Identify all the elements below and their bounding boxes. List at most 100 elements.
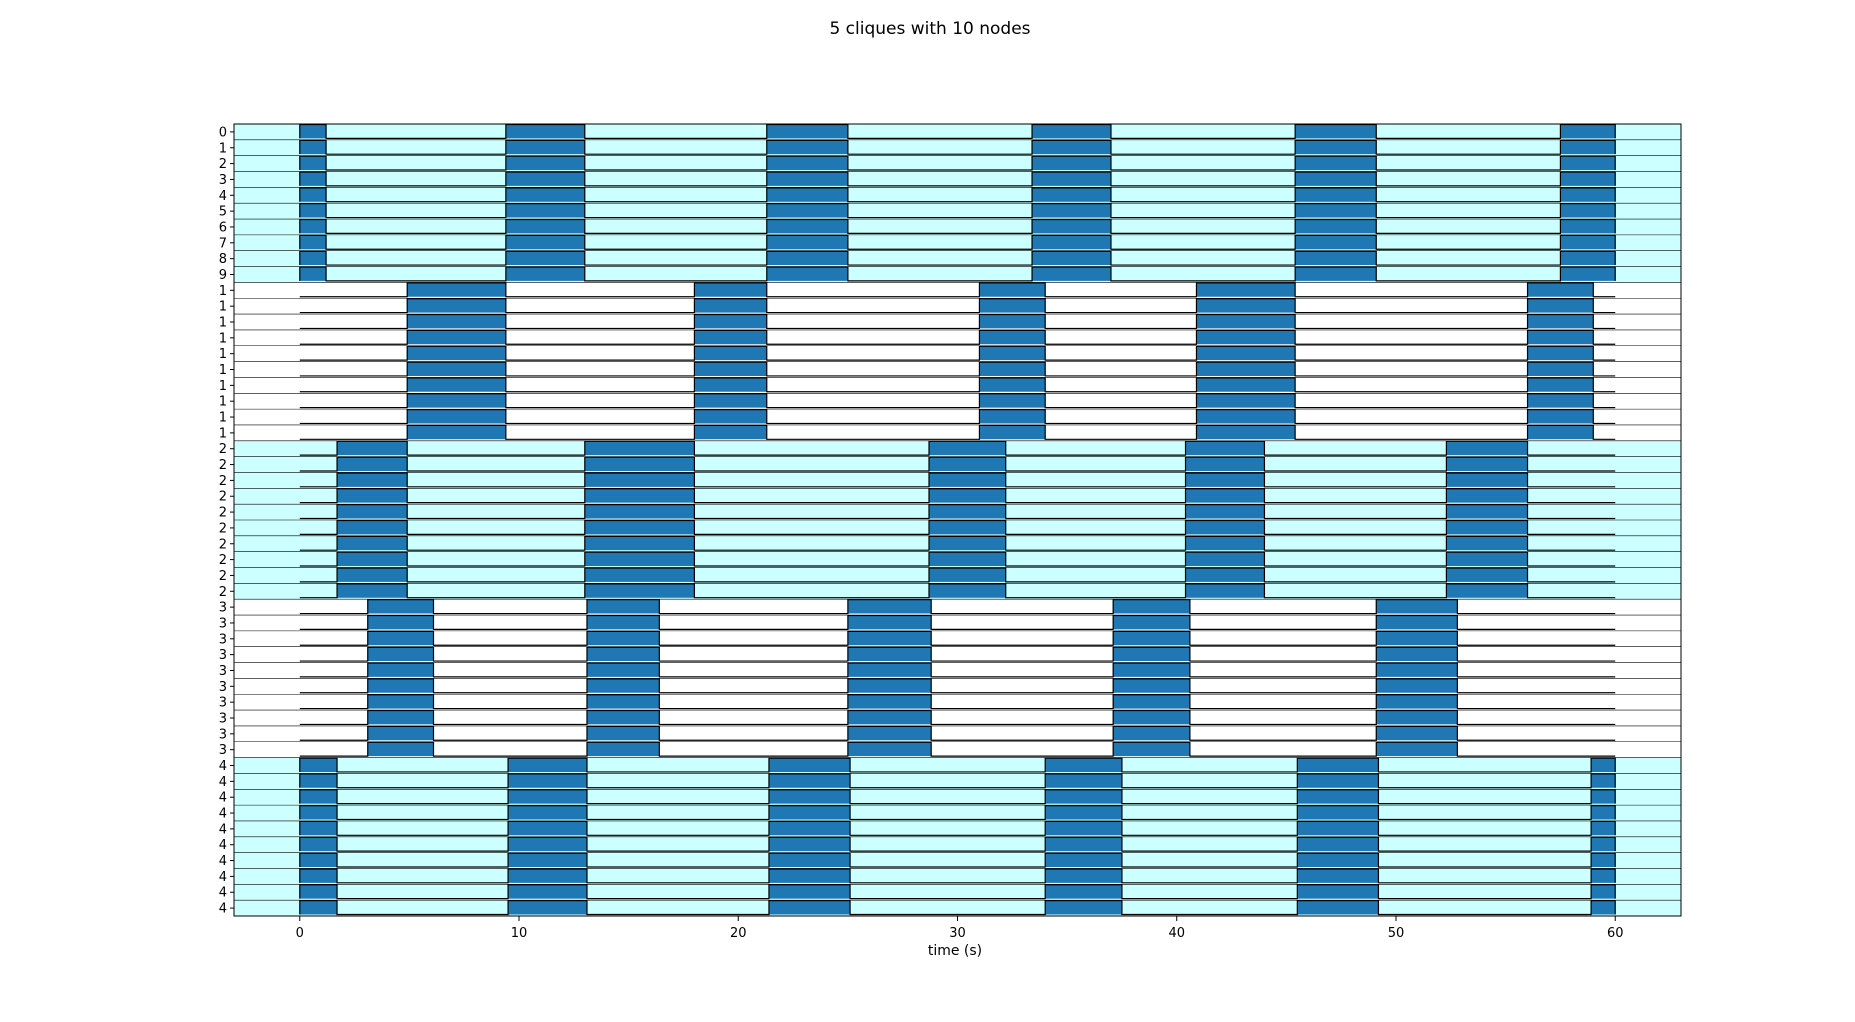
active-interval-1-7-1 xyxy=(694,393,767,408)
y-tick-label: 1 xyxy=(219,411,227,426)
node-trace-0-7 xyxy=(299,234,1616,250)
active-interval-2-2-4 xyxy=(1446,472,1528,487)
active-interval-2-4-4 xyxy=(1446,504,1528,519)
active-interval-4-4-0 xyxy=(299,821,338,836)
node-trace-1-7 xyxy=(299,393,1616,409)
node-trace-2-4 xyxy=(299,504,1616,520)
active-interval-4-6-2 xyxy=(768,853,851,867)
active-interval-2-1-4 xyxy=(1446,457,1528,471)
active-interval-4-5-5 xyxy=(1591,837,1616,852)
active-interval-3-1-1 xyxy=(586,615,660,630)
active-interval-4-3-5 xyxy=(1591,805,1616,820)
active-interval-4-4-2 xyxy=(768,821,851,836)
active-interval-1-6-3 xyxy=(1196,377,1296,392)
active-interval-2-3-4 xyxy=(1446,488,1528,503)
active-interval-0-7-5 xyxy=(1560,235,1616,250)
active-interval-2-4-2 xyxy=(928,504,1006,519)
active-interval-0-2-1 xyxy=(505,156,585,171)
active-interval-0-8-4 xyxy=(1295,251,1377,266)
active-interval-0-0-0 xyxy=(299,124,327,139)
y-tick-label: 0 xyxy=(219,125,227,140)
y-tick-label: 1 xyxy=(219,300,227,315)
y-tick-label: 2 xyxy=(219,569,227,584)
active-interval-0-4-2 xyxy=(766,187,848,202)
node-trace-1-6 xyxy=(299,377,1616,393)
active-interval-4-5-4 xyxy=(1297,837,1379,852)
active-interval-3-3-1 xyxy=(586,647,660,662)
active-interval-2-1-2 xyxy=(928,457,1006,471)
node-trace-0-1 xyxy=(299,139,1616,155)
active-interval-3-5-0 xyxy=(367,678,434,693)
active-interval-2-8-2 xyxy=(928,568,1006,582)
active-interval-3-9-4 xyxy=(1376,742,1458,757)
node-trace-2-5 xyxy=(299,519,1616,535)
y-tick-label: 2 xyxy=(219,585,227,600)
node-trace-3-5 xyxy=(299,678,1616,694)
node-trace-3-4 xyxy=(299,662,1616,678)
active-interval-0-2-5 xyxy=(1560,156,1616,171)
active-interval-4-4-5 xyxy=(1591,821,1616,836)
active-interval-1-4-1 xyxy=(694,346,767,361)
node-traces xyxy=(234,123,1681,917)
y-tick-label: 7 xyxy=(219,236,227,251)
active-interval-3-9-3 xyxy=(1113,742,1190,757)
node-trace-2-1 xyxy=(299,456,1616,472)
node-trace-0-4 xyxy=(299,187,1616,203)
active-interval-1-4-2 xyxy=(979,346,1046,361)
active-interval-0-4-1 xyxy=(505,187,585,202)
node-trace-0-5 xyxy=(299,203,1616,219)
active-interval-2-5-3 xyxy=(1185,520,1265,535)
node-trace-3-3 xyxy=(299,646,1616,662)
active-interval-0-6-5 xyxy=(1560,219,1616,234)
x-tick-label: 30 xyxy=(949,926,966,941)
active-interval-1-3-4 xyxy=(1527,330,1594,345)
active-interval-4-8-0 xyxy=(299,884,338,899)
active-interval-4-1-2 xyxy=(768,773,851,788)
active-interval-0-5-0 xyxy=(299,203,327,218)
active-interval-0-5-5 xyxy=(1560,203,1616,218)
node-trace-0-6 xyxy=(299,218,1616,234)
active-interval-1-0-3 xyxy=(1196,282,1296,297)
active-interval-1-4-4 xyxy=(1527,346,1594,361)
active-interval-4-2-2 xyxy=(768,789,851,804)
x-tick-label: 40 xyxy=(1168,926,1185,941)
active-interval-3-2-3 xyxy=(1113,631,1190,646)
x-axis: 0 10 20 30 40 50 60 xyxy=(296,916,1624,941)
active-interval-1-8-1 xyxy=(694,409,767,424)
active-interval-3-4-0 xyxy=(367,663,434,677)
active-interval-4-0-2 xyxy=(768,758,851,772)
active-interval-3-4-1 xyxy=(586,663,660,677)
active-interval-0-3-3 xyxy=(1032,172,1111,186)
y-tick-label: 8 xyxy=(219,252,227,267)
y-tick-label: 9 xyxy=(219,268,227,283)
active-interval-0-1-1 xyxy=(505,140,585,155)
active-interval-0-5-1 xyxy=(505,203,585,218)
active-interval-0-8-1 xyxy=(505,251,585,266)
y-tick-label: 4 xyxy=(219,854,227,869)
active-interval-4-7-2 xyxy=(768,868,851,883)
active-interval-3-2-4 xyxy=(1376,631,1458,646)
active-interval-1-9-3 xyxy=(1196,425,1296,440)
active-interval-0-0-1 xyxy=(505,124,585,139)
y-tick-label: 4 xyxy=(219,822,227,837)
y-tick-label: 3 xyxy=(219,743,227,758)
active-interval-2-4-1 xyxy=(584,504,695,519)
active-interval-0-0-4 xyxy=(1295,124,1377,139)
active-interval-4-2-3 xyxy=(1045,789,1122,804)
active-interval-3-3-0 xyxy=(367,647,434,662)
node-trace-4-1 xyxy=(299,773,1616,789)
active-interval-3-1-4 xyxy=(1376,615,1458,630)
active-interval-2-6-1 xyxy=(584,536,695,551)
y-tick-label: 3 xyxy=(219,712,227,727)
active-interval-0-9-5 xyxy=(1560,267,1616,281)
active-interval-2-6-3 xyxy=(1185,536,1265,551)
active-interval-4-4-1 xyxy=(508,821,587,836)
active-interval-1-1-4 xyxy=(1527,298,1594,313)
active-interval-4-9-1 xyxy=(508,900,587,915)
node-trace-2-8 xyxy=(299,567,1616,583)
active-interval-2-7-3 xyxy=(1185,552,1265,567)
node-trace-1-8 xyxy=(299,409,1616,425)
active-interval-1-9-2 xyxy=(979,425,1046,440)
active-interval-3-1-3 xyxy=(1113,615,1190,630)
active-interval-4-3-0 xyxy=(299,805,338,820)
